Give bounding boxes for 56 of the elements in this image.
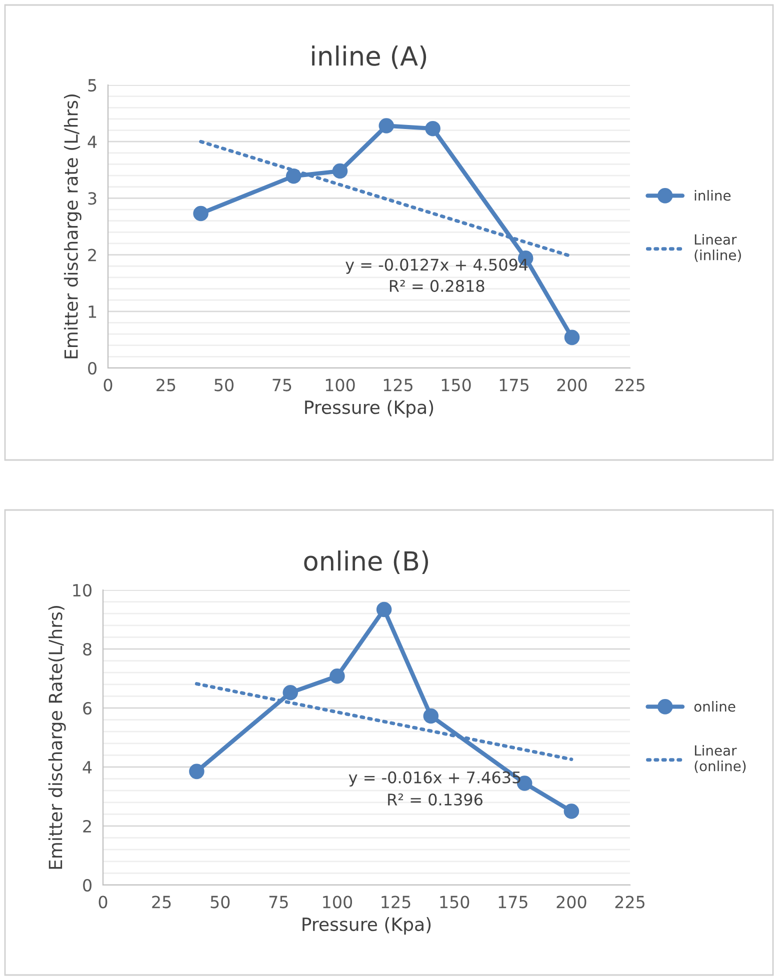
point	[564, 330, 580, 346]
x-tick-label: 150	[442, 378, 471, 392]
x-tick-label: 200	[557, 378, 587, 392]
legend-label: inline	[694, 190, 731, 201]
point	[423, 708, 439, 724]
x-tick-label: 225	[615, 896, 644, 908]
x-tick-label: 125	[384, 378, 412, 392]
x-tick-label: 0	[104, 378, 112, 392]
point	[332, 163, 348, 179]
y-tick-label: 4	[82, 761, 92, 774]
y-tick-label: 10	[73, 584, 92, 597]
y-tick-label: 8	[83, 642, 92, 656]
y-axis-title: Emitter discharge rate (L/hrs)	[64, 94, 82, 358]
point	[425, 120, 440, 136]
x-tick-label: 100	[323, 896, 352, 908]
x-tick-label: 25	[152, 896, 171, 908]
point	[282, 685, 298, 700]
x-tick-label: 50	[210, 896, 230, 908]
point	[564, 804, 580, 819]
y-tick-label: 4	[88, 136, 97, 148]
x-tick-label: 0	[98, 896, 108, 908]
annotation: R² = 0.2818	[390, 280, 484, 292]
point	[189, 764, 204, 780]
legend-label: Linear (inline)	[694, 234, 741, 262]
y-tick-label: 5	[88, 79, 96, 92]
x-tick-label: 200	[556, 896, 586, 908]
x-tick-label: 75	[269, 896, 288, 908]
x-tick-label: 125	[382, 896, 410, 908]
legend-label: Linear (online)	[694, 745, 746, 773]
x-tick-label: 50	[214, 378, 234, 392]
x-tick-label: 225	[615, 378, 644, 392]
y-tick-label: 1	[88, 306, 96, 318]
point	[193, 206, 208, 222]
annotation: R² = 0.1396	[388, 793, 482, 806]
y-tick-label: 0	[83, 878, 92, 892]
annotation: y = -0.0127x + 4.5094	[346, 258, 528, 274]
x-tick-label: 175	[500, 378, 528, 392]
point	[378, 118, 394, 134]
point	[376, 602, 392, 618]
y-tick-label: 2	[88, 248, 96, 262]
y-tick-label: 2	[83, 820, 91, 832]
y-tick-label: 6	[83, 702, 92, 715]
x-axis-title: Pressure (Kpa)	[305, 400, 434, 418]
legend-label: online	[694, 701, 736, 712]
x-tick-label: 175	[498, 896, 528, 908]
x-tick-label: 150	[440, 896, 470, 908]
chart-title: online (B)	[304, 550, 428, 574]
x-axis-title: Pressure (Kpa)	[302, 917, 431, 935]
y-tick-label: 0	[88, 362, 96, 375]
y-tick-label: 3	[88, 192, 96, 205]
point	[330, 668, 345, 684]
x-tick-label: 100	[326, 378, 355, 392]
chart-title: inline (A)	[312, 46, 426, 70]
y-axis-title: Emitter discharge Rate(L/hrs)	[48, 606, 66, 869]
x-tick-label: 75	[272, 378, 292, 392]
x-tick-label: 25	[156, 378, 176, 392]
